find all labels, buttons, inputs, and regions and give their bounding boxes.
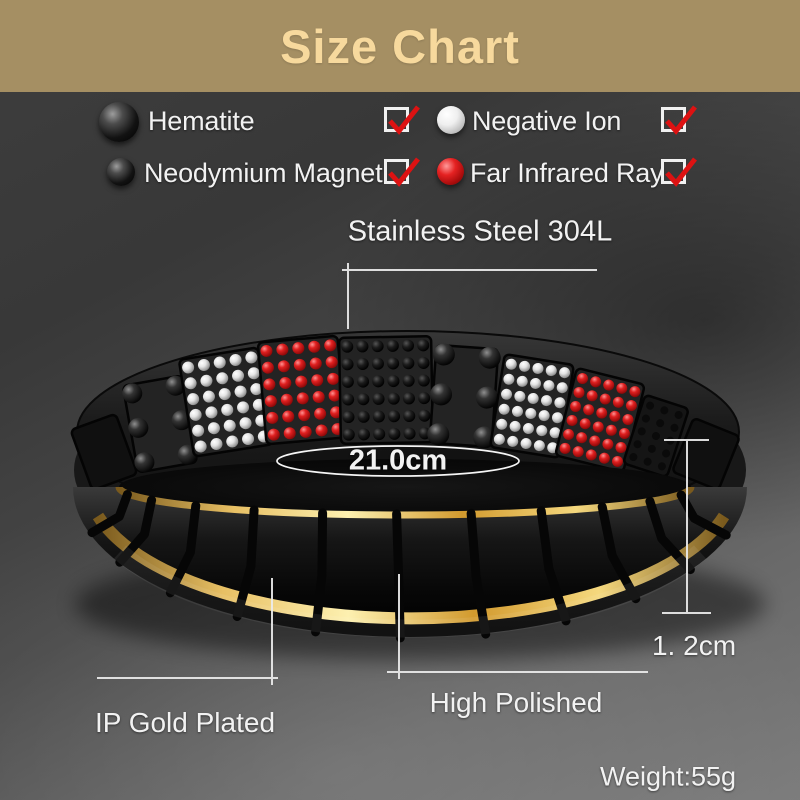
weight-label: Weight:55g (599, 761, 737, 792)
bead-panel-darkdots (623, 394, 689, 478)
bead-panel-plain (672, 418, 740, 490)
bead-panel-magnet (427, 343, 501, 449)
far-infrared-checkbox[interactable] (661, 157, 697, 187)
negative-ion-checkbox[interactable] (661, 105, 697, 135)
gold-bottom-trim (92, 512, 730, 625)
bead-panel-plain (70, 413, 138, 491)
red-check-icon (388, 105, 420, 135)
far-infrared-sphere-icon (437, 158, 464, 185)
red-check-icon (665, 157, 697, 187)
feature-label-far-infrared: Far Infrared Ray (470, 158, 664, 188)
negative-ion-sphere-icon (437, 106, 465, 134)
feature-label-hematite: Hematite (148, 106, 255, 136)
neodymium-checkbox[interactable] (384, 157, 420, 187)
red-check-icon (665, 105, 697, 135)
link-separators (87, 490, 731, 643)
bead-panel-red (554, 367, 646, 473)
material-label: Stainless Steel 304L (347, 215, 613, 248)
bead-panel-white (489, 353, 575, 459)
finish-label: High Polished (429, 687, 603, 718)
length-label: 21.0cm (348, 444, 448, 477)
bead-panel-black (337, 335, 435, 445)
bead-panel-red (256, 334, 348, 446)
hematite-checkbox[interactable] (384, 105, 420, 135)
title-banner: Size Chart (0, 0, 800, 92)
band-width-label: 1. 2cm (651, 630, 737, 661)
length-measure-ellipse (276, 445, 520, 477)
bead-panels (70, 334, 740, 491)
feature-label-negative-ion: Negative Ion (472, 106, 622, 136)
neodymium-sphere-icon (107, 158, 135, 186)
feature-label-neodymium: Neodymium Magnet (144, 158, 383, 188)
plating-label: IP Gold Plated (94, 707, 276, 738)
annotation-lines (97, 263, 711, 685)
page-title: Size Chart (280, 19, 520, 73)
red-check-icon (388, 157, 420, 187)
bracelet (70, 330, 747, 643)
hematite-sphere-icon (99, 102, 139, 142)
